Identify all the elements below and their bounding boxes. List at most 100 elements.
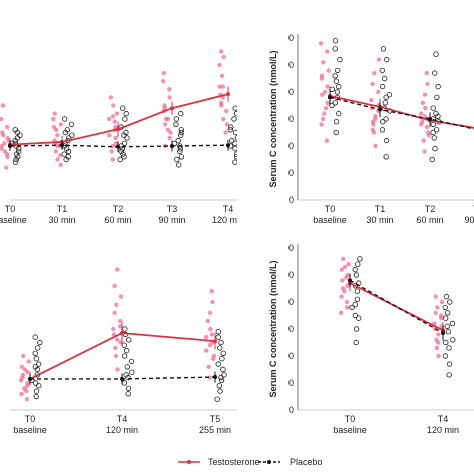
testosterone-point [219, 103, 224, 108]
placebo-point [232, 129, 237, 136]
placebo-point [13, 156, 19, 163]
placebo-point [332, 38, 339, 44]
placebo-mean-marker [120, 376, 124, 381]
placebo-point [232, 146, 237, 152]
testosterone-point [110, 143, 116, 149]
testosterone-point [115, 337, 120, 342]
testosterone-point [55, 157, 60, 162]
placebo-point [353, 339, 359, 346]
testosterone-point [113, 345, 118, 351]
x-tick-line: 60 min [416, 215, 443, 225]
x-tick-line: 90 min [158, 215, 185, 225]
placebo-point [35, 345, 41, 351]
placebo-point [128, 358, 135, 365]
x-tick-label: T4 120 min [427, 414, 459, 435]
placebo-point [174, 156, 180, 163]
y-tick-label: 600 [279, 33, 294, 43]
placebo-point [124, 135, 130, 141]
placebo-point [383, 116, 389, 122]
placebo-point [379, 127, 386, 133]
testosterone-point [2, 149, 8, 154]
placebo-point [178, 154, 185, 160]
x-tick-label: T2 60 min [416, 204, 443, 225]
y-tick-label: 600 [279, 243, 294, 253]
placebo-point [218, 374, 224, 381]
placebo-point [125, 374, 131, 381]
placebo-point [15, 154, 21, 160]
placebo-point [218, 339, 224, 346]
placebo-point [435, 83, 441, 90]
placebo-point [124, 364, 131, 370]
testosterone-point [19, 391, 24, 396]
placebo-point [442, 304, 448, 311]
testosterone-point [318, 41, 324, 46]
placebo-point [379, 83, 386, 90]
placebo-point [356, 315, 362, 321]
testosterone-point [324, 138, 330, 143]
testosterone-point [53, 149, 59, 154]
x-tick-line: 60 min [104, 215, 131, 225]
testosterone-point [161, 70, 167, 76]
y-tick-label: 400 [279, 297, 294, 307]
testosterone-point [319, 122, 324, 127]
placebo-point [442, 315, 449, 321]
x-tick-label: T1 30 min [366, 204, 393, 225]
testosterone-point [20, 372, 26, 378]
panel-top-right: 0 100 200 300 400 500 600 T0 baseline T1 30 min T2 6… [279, 33, 474, 225]
testosterone-point [221, 54, 226, 60]
placebo-point [380, 46, 387, 52]
y-tick-label: 0 [289, 405, 294, 415]
y-tick-label: 200 [279, 141, 294, 151]
testosterone-point [324, 49, 330, 54]
x-tick-line: 120 min [106, 425, 138, 435]
placebo-point [232, 140, 237, 146]
testosterone-mean-marker [170, 106, 174, 111]
y-tick-label: 300 [279, 324, 294, 334]
testosterone-point [106, 116, 112, 122]
testosterone-point [55, 143, 60, 149]
testosterone-point [425, 81, 430, 87]
placebo-point [125, 391, 131, 397]
placebo-point [386, 91, 393, 98]
testosterone-point [338, 310, 344, 315]
placebo-point [234, 135, 237, 141]
placebo-point [445, 329, 452, 335]
placebo-point [129, 369, 135, 375]
testosterone-point [211, 353, 217, 359]
testosterone-point [114, 141, 119, 146]
testosterone-point [217, 84, 222, 89]
placebo-point [178, 129, 185, 136]
placebo-point [233, 154, 237, 160]
testosterone-point [22, 367, 28, 372]
testosterone-point [118, 318, 123, 324]
x-tick-line: 255 min [199, 425, 231, 435]
placebo-point [380, 118, 386, 125]
testosterone-point [438, 313, 444, 318]
testosterone-point [422, 92, 428, 97]
legend-label-placebo: Placebo [290, 457, 323, 467]
placebo-point [177, 143, 183, 149]
testosterone-point [326, 68, 331, 73]
placebo-point [349, 304, 355, 311]
placebo-point [336, 110, 342, 117]
placebo-point [215, 334, 221, 340]
testosterone-point [344, 275, 349, 280]
testosterone-point [162, 122, 168, 127]
x-tick-line: T0 [345, 414, 356, 424]
placebo-point [379, 67, 385, 74]
testosterone-point [163, 116, 169, 122]
testosterone-point [0, 143, 5, 149]
x-tick-line: baseline [333, 425, 367, 435]
testosterone-point [420, 119, 425, 124]
testosterone-point [207, 343, 213, 348]
testosterone-point [324, 106, 329, 111]
legend-marker-testosterone [187, 460, 191, 464]
placebo-point [220, 366, 226, 373]
placebo-point [16, 148, 22, 155]
testosterone-point [319, 73, 325, 79]
testosterone-point [325, 100, 330, 106]
placebo-point [120, 151, 126, 157]
testosterone-point [370, 119, 376, 124]
placebo-point [382, 100, 389, 106]
